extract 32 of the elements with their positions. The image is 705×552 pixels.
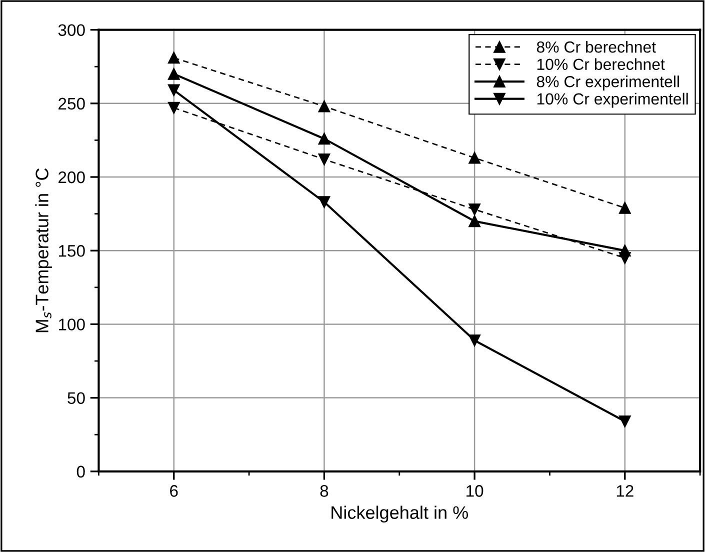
y-tick-label: 50 [68, 392, 85, 404]
point [468, 203, 480, 216]
legend-label: 8% Cr berechnet [536, 40, 656, 53]
point [318, 196, 330, 208]
point [318, 153, 330, 166]
legend-label: 10% Cr experimentell [537, 92, 688, 108]
x-tick-label: 6 [170, 485, 178, 497]
point [468, 215, 480, 228]
point [168, 84, 180, 96]
point [318, 132, 330, 145]
y-axis-title: M$_{s}$-Temperatur in °C [35, 168, 52, 332]
x-tick-label: 8 [320, 485, 328, 497]
point [468, 152, 480, 164]
point [618, 252, 631, 264]
legend-label: 10% Cr berechnet [537, 58, 665, 70]
point [468, 334, 480, 346]
y-tick-label: 200 [58, 171, 85, 184]
point [618, 202, 631, 214]
x-axis-title: Nickelgehalt in % [332, 506, 468, 523]
y-tick-label: 100 [58, 318, 85, 330]
y-tick-label: 150 [58, 245, 85, 257]
point [318, 100, 330, 112]
point [168, 68, 180, 80]
y-tick-label: 0 [76, 466, 85, 478]
y-tick-label: 300 [58, 24, 85, 36]
y-tick-label: 250 [58, 98, 85, 110]
point [168, 102, 180, 114]
point [168, 52, 180, 64]
point [618, 415, 631, 428]
x-tick-label: 10 [466, 485, 484, 497]
x-tick-label: 12 [616, 485, 634, 497]
legend-label: 8% Cr experimentell [536, 76, 679, 90]
